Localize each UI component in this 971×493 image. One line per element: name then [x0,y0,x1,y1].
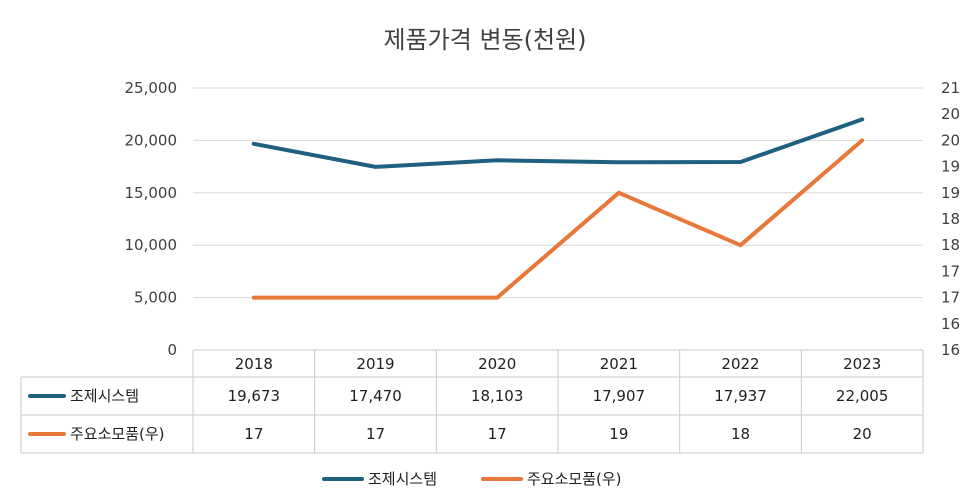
right-tick-label: 17 [941,262,960,280]
series-line-1 [251,117,865,169]
right-tick-label: 19 [941,158,960,176]
left-axis-ticks: 0 5,000 10,000 15,000 20,000 25,000 [125,79,178,359]
table-value-cell: 17 [488,425,507,443]
right-tick-label: 20 [941,131,960,149]
table-header-cell: 2018 [235,355,273,373]
table-value-cell: 19 [609,425,628,443]
right-tick-label: 18 [941,236,960,254]
right-tick-label: 16 [941,315,960,333]
table-row-label: 주요소모품(우) [70,425,165,443]
left-tick-label: 10,000 [125,236,178,254]
gridlines [193,87,923,299]
right-tick-label: 20 [941,105,960,123]
legend-label-1: 조제시스템 [368,470,437,488]
left-tick-label: 0 [167,341,177,359]
table-value-cell: 17 [366,425,385,443]
left-tick-label: 15,000 [125,184,178,202]
right-tick-label: 21 [941,79,960,97]
right-tick-label: 17 [941,289,960,307]
table-value-cell: 20 [853,425,872,443]
right-tick-label: 19 [941,184,960,202]
table-header-cell: 2020 [478,355,516,373]
table-value-cell: 22,005 [836,387,889,405]
series-lines [251,117,865,300]
legend-label-2: 주요소모품(우) [527,470,622,488]
table-value-cell: 17 [244,425,263,443]
table-value-cell: 18,103 [471,387,524,405]
chart-title: 제품가격 변동(천원) [384,26,587,54]
table-value-cell: 18 [731,425,750,443]
table-header-cell: 2023 [843,355,881,373]
table-header-cell: 2021 [600,355,638,373]
legend: 조제시스템 주요소모품(우) [322,470,622,488]
table-value-cell: 17,470 [349,387,402,405]
right-axis-ticks: 16 16 17 17 18 18 19 19 20 20 21 [941,79,960,359]
table-header-cell: 2022 [721,355,759,373]
right-tick-label: 16 [941,341,960,359]
series-line-2 [251,138,865,300]
table-row-label: 조제시스템 [70,387,139,405]
right-tick-label: 18 [941,210,960,228]
table-value-cell: 17,937 [714,387,767,405]
left-tick-label: 25,000 [125,79,178,97]
left-tick-label: 20,000 [125,131,178,149]
left-tick-label: 5,000 [134,289,177,307]
table-value-cell: 17,907 [593,387,646,405]
table-header-cell: 2019 [356,355,394,373]
table-value-cell: 19,673 [228,387,281,405]
